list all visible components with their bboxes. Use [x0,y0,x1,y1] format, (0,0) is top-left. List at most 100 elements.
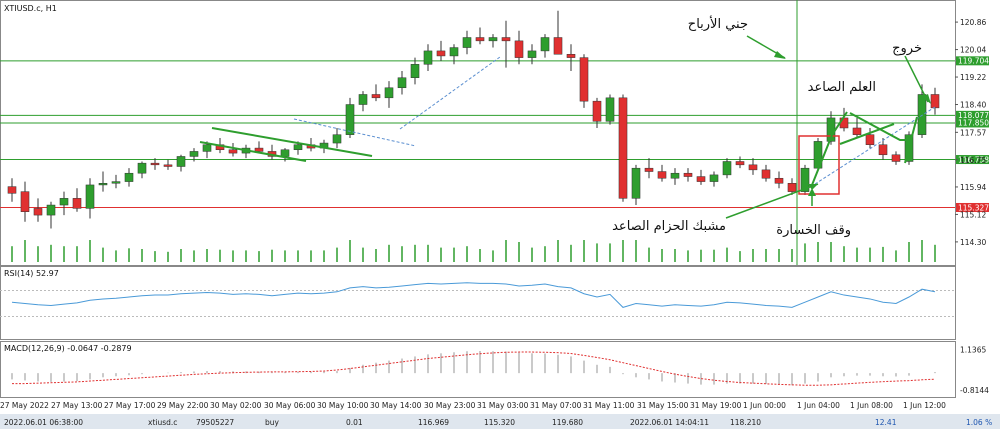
level-price-label: 119.704 [958,57,989,66]
candle-body [709,174,719,182]
status-field: 1.06 % [966,418,992,427]
candle-body [748,164,758,171]
pointer-bullish-belt-head [808,184,818,190]
candle-body [501,37,511,42]
level-price-tag [956,118,989,128]
candle-body [254,147,264,152]
candle-body [852,127,862,135]
candle-body [891,154,901,162]
status-field: 116.969 [418,418,449,427]
candle-body [332,134,342,144]
macd-histogram: 1.1365 -0.8144 [11,345,989,395]
candle-body [72,198,82,209]
macd-signal-line [12,351,936,386]
macd-title: MACD(12,26,9) -0.0647 -0.2879 [4,344,132,353]
time-tick-label: 29 May 22:00 [157,401,209,410]
level-price-tag [956,202,989,212]
candle-body [410,64,420,78]
candle-body [579,57,589,102]
candle-body [553,37,563,55]
time-tick-label: 1 Jun 00:00 [743,401,786,410]
candle-body [878,144,888,156]
candle-body [33,208,43,216]
candle-body [20,191,30,212]
candle-body [696,176,706,182]
candle-body [98,183,108,186]
price-tick-label: 116.75 [960,156,986,165]
candle-body [930,94,940,109]
status-field: 79505227 [196,418,234,427]
candle-body [917,94,927,135]
time-tick-label: 30 May 02:00 [210,401,262,410]
channel-lower-line[interactable] [199,141,307,162]
time-tick-label: 27 May 2022 [0,401,49,410]
candle-body [566,54,576,58]
time-tick-label: 27 May 17:00 [104,401,156,410]
pointer-bullish-belt [725,183,819,219]
level-price-label: 117.850 [958,119,989,128]
rsi-pane[interactable]: RSI(14) 52.97 [0,266,956,340]
trade-status-bar[interactable]: 2022.06.01 06:38:00 xtiusd.c 79505227 buy 0.… [0,414,1000,429]
time-tick-label: 1 Jun 04:00 [797,401,840,410]
status-field: 2022.06.01 06:38:00 [4,418,83,427]
time-tick-label: 30 May 06:00 [264,401,316,410]
candle-body [163,164,173,167]
time-axis[interactable]: 27 May 2022 27 May 13:00 27 May 17:00 29 Ma… [0,401,946,410]
candle-body [670,172,680,179]
candle-body [631,167,641,199]
price-axis[interactable]: 114.30 115.12 115.94 116.75 117.57 118.40 119.… [955,18,986,247]
annotation-exit: خروج [892,41,922,56]
time-tick-label: 1 Jun 08:00 [850,401,893,410]
candle-body [800,167,810,192]
setup-box[interactable] [798,135,840,195]
status-field: buy [265,418,280,427]
macd-pane-frame [0,341,956,398]
time-tick-label: 27 May 13:00 [51,401,103,410]
candle-body [280,149,290,157]
candle-body [345,104,355,135]
level-price-label: 116.758 [958,155,989,164]
time-tick-label: 31 May 15:00 [637,401,689,410]
candle-body [462,37,472,48]
candle-body [787,183,797,192]
candle-body [7,186,17,194]
trade-line-2 [399,56,501,130]
candle-body [475,37,485,42]
candle-body [592,100,602,122]
candle-body [137,162,147,174]
symbol-title: XTIUSD.c, H1 [4,4,57,13]
status-field: 0.01 [346,418,363,427]
annotation-take-profit: جني الأرباح [688,15,748,32]
candle-body [59,198,69,206]
time-tick-label: 31 May 19:00 [690,401,742,410]
pointer-exit [904,55,929,103]
trade-line-1 [293,118,417,147]
candle-body [774,177,784,184]
time-tick-label: 30 May 23:00 [424,401,476,410]
candle-body [189,151,199,157]
status-bar-bg [0,414,1000,429]
candle-body [202,144,212,152]
candle-body [384,87,394,99]
status-field: 118.210 [730,418,761,427]
status-field: 119.680 [552,418,583,427]
candle-body [605,97,615,122]
candle-body [371,94,381,99]
price-tick-label: 120.04 [960,46,986,55]
rsi-line [0,282,955,317]
time-tick-label: 31 May 07:00 [530,401,582,410]
time-tick-label: 30 May 10:00 [317,401,369,410]
channel-upper-line[interactable] [211,127,373,157]
candle-body [540,37,550,52]
candle-body [358,94,368,105]
macd-pane[interactable]: MACD(12,26,9) -0.0647 -0.2879 1.1365 -0.8… [0,341,990,398]
macd-tick-label: -0.8144 [960,386,989,395]
candle-body [124,172,134,182]
flag-lower [839,123,895,145]
price-tick-label: 119.22 [960,73,986,82]
price-pane-frame [0,0,956,266]
